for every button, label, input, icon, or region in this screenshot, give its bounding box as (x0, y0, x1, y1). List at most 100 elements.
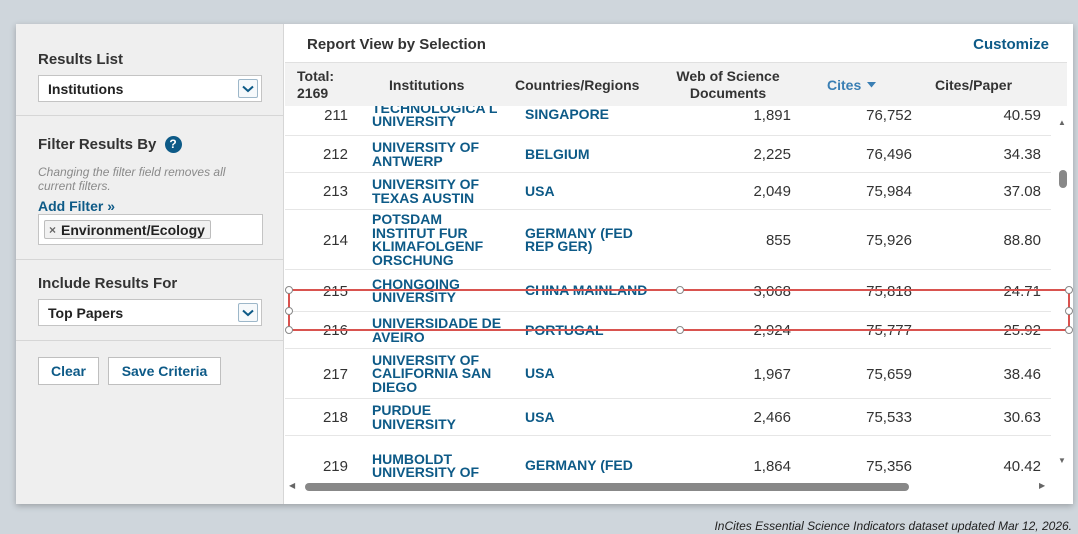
col-cites[interactable]: Cites (827, 77, 877, 94)
filter-title-text: Filter Results By (38, 136, 157, 153)
institution-link[interactable]: TECHNOLOGICA L UNIVERSITY (372, 106, 498, 129)
country-link[interactable]: GERMANY (FED REP GER) (525, 224, 633, 254)
institution-link[interactable]: HUMBOLDT UNIVERSITY OF (372, 450, 480, 480)
filter-note: Changing the filter field removes all cu… (38, 165, 226, 193)
institution-link[interactable]: POTSDAM INSTITUT FUR KLIMAFOLGENF ORSCHU… (372, 211, 484, 268)
documents-cell: 1,891 (753, 106, 791, 124)
cites-per-paper-cell: 24.71 (1003, 282, 1041, 300)
cites-per-paper-cell: 40.42 (1003, 457, 1041, 475)
report-title: Report View by Selection (307, 36, 486, 53)
col-countries[interactable]: Countries/Regions (515, 77, 640, 93)
table-row[interactable]: 211 TECHNOLOGICA L UNIVERSITY SINGAPORE 1,8… (285, 106, 1051, 136)
table-row[interactable]: 217 UNIVERSITY OF CALIFORNIA SAN DIEGO USA… (285, 349, 1051, 399)
cites-cell: 75,356 (866, 457, 912, 475)
documents-cell: 855 (765, 231, 791, 249)
cites-cell: 75,984 (866, 183, 912, 200)
results-list-value: Institutions (48, 81, 124, 97)
rank-cell: 217 (322, 365, 348, 383)
rank-cell: 215 (322, 282, 348, 300)
country-link[interactable]: PORTUGAL (525, 321, 604, 338)
chevron-down-icon[interactable] (238, 79, 258, 98)
col-cites-per-paper[interactable]: Cites/Paper (935, 77, 1013, 93)
remove-filter-icon[interactable]: × (49, 222, 57, 237)
scroll-up-icon[interactable]: ▲ (1058, 118, 1066, 127)
report-card: Results List Institutions Filter Results… (16, 24, 1073, 504)
country-link[interactable]: BELGIUM (525, 145, 590, 162)
institution-link[interactable]: UNIVERSIDADE DE AVEIRO (372, 315, 502, 345)
clear-button[interactable]: Clear (38, 357, 99, 385)
table-row[interactable]: 214 POTSDAM INSTITUT FUR KLIMAFOLGENF ORS… (285, 210, 1051, 270)
table-body: 211 TECHNOLOGICA L UNIVERSITY SINGAPORE 1,8… (285, 106, 1051, 482)
cites-per-paper-cell: 38.46 (1003, 365, 1041, 383)
chevron-down-icon[interactable] (238, 303, 258, 322)
vertical-scrollbar[interactable]: ▲ ▼ (1057, 118, 1067, 488)
col-documents[interactable]: Web of Science Documents (671, 68, 785, 102)
vertical-scroll-thumb[interactable] (1059, 170, 1067, 188)
add-filter-link[interactable]: Add Filter » (38, 198, 116, 214)
cites-per-paper-cell: 25.92 (1003, 322, 1041, 339)
dataset-footnote: InCites Essential Science Indicators dat… (714, 519, 1072, 533)
help-icon[interactable]: ? (164, 136, 182, 153)
documents-cell: 3,068 (753, 282, 791, 300)
customize-link[interactable]: Customize (973, 36, 1049, 53)
rank-cell: 213 (322, 183, 348, 200)
country-link[interactable]: USA (525, 408, 555, 425)
filter-section: Filter Results By ? (16, 116, 284, 260)
country-link[interactable]: GERMANY (FED (525, 457, 633, 474)
table-row[interactable]: 218 PURDUE UNIVERSITY USA 2,466 75,533 30.63 (285, 399, 1051, 436)
total-value: 2169 (297, 85, 329, 101)
documents-cell: 1,967 (753, 365, 791, 383)
filter-title: Filter Results By ? (38, 136, 182, 153)
institution-link[interactable]: UNIVERSITY OF TEXAS AUSTIN (372, 176, 480, 206)
cites-per-paper-cell: 37.08 (1003, 183, 1041, 200)
rank-cell: 218 (322, 409, 348, 426)
cites-cell: 75,659 (866, 365, 912, 383)
table-row[interactable]: 213 UNIVERSITY OF TEXAS AUSTIN USA 2,049 75,… (285, 173, 1051, 210)
country-link[interactable]: USA (525, 182, 555, 199)
cites-per-paper-cell: 40.59 (1003, 106, 1041, 124)
col-cites-label: Cites (827, 77, 862, 93)
table-row[interactable]: 216 UNIVERSIDADE DE AVEIRO PORTUGAL 2,924 75… (285, 312, 1051, 349)
scroll-down-icon[interactable]: ▼ (1058, 456, 1066, 465)
include-section: Include Results For Top Papers (16, 260, 284, 341)
institution-link[interactable]: UNIVERSITY OF ANTWERP (372, 139, 480, 169)
horizontal-scroll-thumb[interactable] (305, 483, 909, 491)
caret-down-icon (867, 82, 877, 88)
col-institutions[interactable]: Institutions (389, 77, 465, 93)
rank-cell: 216 (322, 322, 348, 339)
horizontal-scrollbar[interactable]: ◀ ▶ (289, 480, 1049, 492)
documents-cell: 1,864 (753, 457, 791, 475)
cites-cell: 75,818 (866, 282, 912, 300)
table-row[interactable]: 219 HUMBOLDT UNIVERSITY OF GERMANY (FED 1,8… (285, 436, 1051, 482)
save-criteria-button[interactable]: Save Criteria (108, 357, 221, 385)
table-header: Total: 2169 Institutions Countries/Regio… (285, 62, 1067, 106)
documents-cell: 2,225 (753, 146, 791, 163)
filter-chip-label: Environment/Ecology (61, 221, 205, 238)
include-select[interactable]: Top Papers (38, 299, 262, 326)
report-panel: Report View by Selection Customize Total… (285, 24, 1073, 504)
sidebar: Results List Institutions Filter Results… (16, 24, 284, 504)
scroll-right-icon[interactable]: ▶ (1039, 481, 1046, 490)
country-link[interactable]: USA (525, 365, 555, 382)
cites-per-paper-cell: 34.38 (1003, 146, 1041, 163)
cites-per-paper-cell: 30.63 (1003, 409, 1041, 426)
filter-chip: × Environment/Ecology (44, 220, 211, 239)
col-documents-line2: Documents (689, 85, 767, 101)
documents-cell: 2,466 (753, 409, 791, 426)
results-list-select[interactable]: Institutions (38, 75, 262, 102)
country-link[interactable]: CHINA MAINLAND (525, 282, 648, 299)
filter-box[interactable]: × Environment/Ecology (38, 214, 263, 245)
institution-link[interactable]: UNIVERSITY OF CALIFORNIA SAN DIEGO (372, 351, 492, 395)
rank-cell: 212 (322, 146, 348, 163)
total-label: Total: (297, 68, 335, 84)
scroll-left-icon[interactable]: ◀ (289, 481, 296, 490)
include-value: Top Papers (48, 305, 124, 321)
table-row[interactable]: 215 CHONGQING UNIVERSITY CHINA MAINLAND 3,0… (285, 270, 1051, 312)
results-list-section: Results List Institutions (16, 24, 284, 116)
results-list-title: Results List (38, 51, 124, 68)
cites-per-paper-cell: 88.80 (1003, 231, 1041, 249)
institution-link[interactable]: PURDUE UNIVERSITY (372, 402, 457, 432)
country-link[interactable]: SINGAPORE (525, 106, 610, 123)
table-row[interactable]: 212 UNIVERSITY OF ANTWERP BELGIUM 2,225 76,4… (285, 136, 1051, 173)
institution-link[interactable]: CHONGQING UNIVERSITY (372, 275, 460, 305)
